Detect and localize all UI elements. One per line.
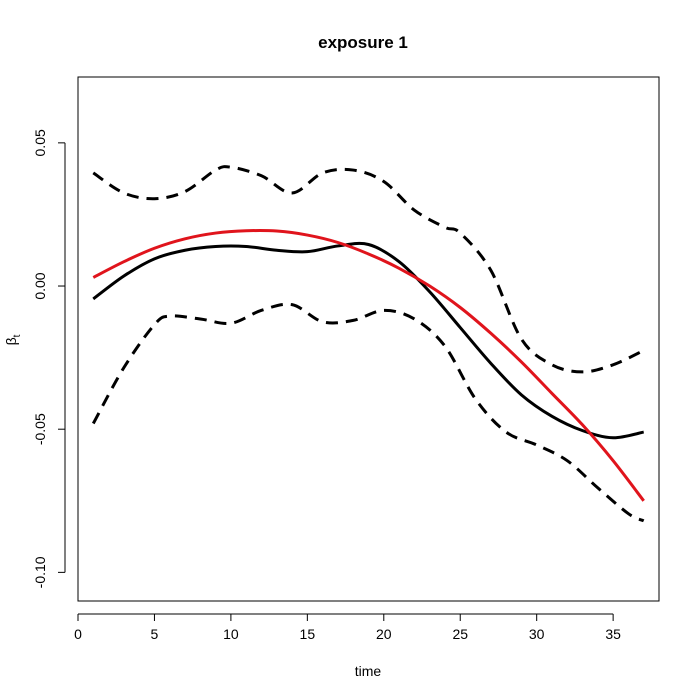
- x-tick-label: 20: [376, 626, 392, 642]
- chart-title: exposure 1: [318, 33, 408, 52]
- x-axis: 0 5 10 15 20 25 30 35: [74, 613, 621, 642]
- x-tick-label: 25: [452, 626, 468, 642]
- y-tick-label: 0.05: [32, 129, 48, 156]
- estimate-line: [92, 241, 645, 440]
- y-axis-label-subscript: t: [12, 334, 23, 337]
- y-tick-label: -0.05: [32, 413, 48, 445]
- y-tick-label: -0.10: [32, 556, 48, 588]
- x-tick-label: 30: [529, 626, 545, 642]
- fitted-curve-line: [92, 229, 645, 502]
- x-tick-label: 35: [605, 626, 621, 642]
- x-tick-label: 5: [151, 626, 159, 642]
- x-tick-label: 10: [223, 626, 239, 642]
- y-tick-label: 0.00: [32, 272, 48, 299]
- x-axis-label: time: [355, 663, 382, 679]
- plot-box: [77, 76, 660, 602]
- upper-bound-line: [92, 165, 645, 374]
- series-layer: [91, 165, 645, 523]
- lower-bound-line: [91, 302, 645, 523]
- x-tick-label: 0: [74, 626, 82, 642]
- y-axis-label-main: β: [3, 337, 19, 345]
- y-axis: -0.10 -0.05 0.00 0.05: [32, 129, 66, 588]
- y-axis-label: βt: [3, 334, 23, 345]
- x-tick-label: 15: [300, 626, 316, 642]
